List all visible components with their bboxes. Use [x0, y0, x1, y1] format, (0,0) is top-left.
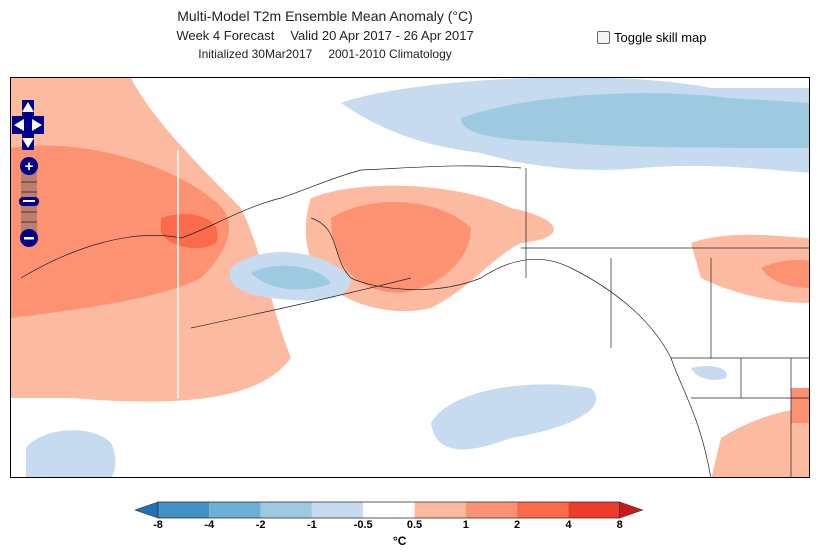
anomaly-map[interactable]	[10, 77, 810, 478]
forecast-label: Week 4 Forecast	[176, 28, 275, 43]
zoom-control[interactable]: +	[19, 156, 39, 248]
colorbar-tick-label: -1	[307, 519, 317, 531]
zoom-out-icon	[24, 237, 34, 240]
colorbar-bin	[517, 502, 569, 518]
colorbar-bin	[568, 502, 620, 518]
colorbar-tick-label: -0.5	[353, 519, 373, 531]
anomaly-shading	[11, 78, 809, 477]
colorbar-bin	[465, 502, 518, 518]
colorbar-under-arrow	[135, 501, 159, 519]
map-subtitle: Week 4 Forecast Valid 20 Apr 2017 - 26 Ap…	[130, 28, 520, 43]
colorbar-bin	[363, 502, 415, 518]
colorbar-tick-label: 1	[462, 519, 469, 531]
toggle-skill-map[interactable]: Toggle skill map	[597, 30, 707, 45]
colorbar-bin	[260, 502, 312, 518]
colorbar-tick-label: -2	[255, 519, 266, 531]
skill-map-checkbox[interactable]	[597, 31, 610, 44]
colorbar-bin	[158, 502, 210, 518]
colorbar	[135, 501, 644, 519]
colorbar-bin	[414, 502, 466, 518]
colorbar-unit: °C	[393, 534, 407, 548]
colorbar-frame	[157, 501, 621, 519]
pan-up-icon[interactable]	[22, 102, 34, 112]
map-init-info: Initialized 30Mar2017 2001-2010 Climatolo…	[130, 47, 520, 61]
anomaly-map-svg	[11, 78, 809, 477]
toggle-skill-map-label: Toggle skill map	[614, 30, 707, 45]
zoom-in-button[interactable]	[20, 157, 38, 175]
climatology-label: 2001-2010 Climatology	[328, 47, 452, 61]
colorbar-tick-label: 4	[565, 519, 572, 531]
colorbar-bin	[311, 502, 364, 518]
colorbar-tick-label: 8	[616, 519, 623, 531]
colorbar-tick-label: 2	[514, 519, 521, 531]
map-title: Multi-Model T2m Ensemble Mean Anomaly (°…	[177, 8, 473, 24]
colorbar-tick-label: -8	[153, 519, 163, 531]
colorbar-bin	[209, 502, 261, 518]
colorbar-over-arrow	[619, 501, 644, 519]
pan-right-icon[interactable]	[32, 119, 42, 131]
pan-left-icon[interactable]	[14, 119, 24, 131]
colorbar-tick-label: 0.5	[406, 519, 423, 531]
pan-control[interactable]	[10, 98, 46, 152]
initialized-date: Initialized 30Mar2017	[198, 47, 313, 61]
pan-down-icon[interactable]	[22, 138, 34, 148]
valid-dates: Valid 20 Apr 2017 - 26 Apr 2017	[290, 28, 474, 43]
zoom-in-icon: +	[25, 158, 34, 175]
colorbar-tick-label: -4	[204, 519, 215, 531]
coastlines	[20, 165, 809, 477]
